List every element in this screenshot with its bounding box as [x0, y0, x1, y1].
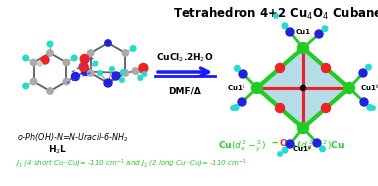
- Circle shape: [122, 70, 129, 76]
- Circle shape: [286, 28, 294, 36]
- Text: --: --: [272, 139, 279, 148]
- Circle shape: [23, 83, 29, 89]
- Text: DMF/Δ: DMF/Δ: [169, 86, 201, 95]
- Text: Cu$(d_x^{\,2}-\!_y^{\,2})$: Cu$(d_x^{\,2}-\!_y^{\,2})$: [218, 139, 266, 155]
- Circle shape: [360, 98, 368, 106]
- Text: Tetrahedron 4+2 Cu$_4$O$_4$ Cubane: Tetrahedron 4+2 Cu$_4$O$_4$ Cubane: [173, 6, 378, 22]
- Circle shape: [286, 140, 294, 148]
- Circle shape: [142, 72, 147, 76]
- Text: Cu1$^{ii}$: Cu1$^{ii}$: [361, 82, 378, 94]
- Circle shape: [71, 55, 77, 61]
- Circle shape: [138, 76, 143, 80]
- Text: H$_2$L: H$_2$L: [48, 143, 68, 155]
- Text: Cu1$^{iii}$: Cu1$^{iii}$: [293, 144, 314, 155]
- Circle shape: [366, 64, 371, 70]
- Circle shape: [274, 14, 278, 18]
- Circle shape: [120, 78, 124, 82]
- Circle shape: [276, 103, 285, 113]
- Text: Cu1: Cu1: [296, 28, 310, 34]
- Circle shape: [80, 54, 89, 63]
- Circle shape: [322, 26, 328, 32]
- Circle shape: [139, 63, 148, 73]
- Circle shape: [359, 69, 367, 77]
- Circle shape: [79, 62, 88, 71]
- Text: Cu1$^{i}$: Cu1$^{i}$: [227, 82, 245, 94]
- Circle shape: [320, 146, 325, 152]
- Circle shape: [313, 139, 321, 147]
- Circle shape: [132, 68, 138, 74]
- Circle shape: [98, 71, 102, 75]
- Circle shape: [87, 70, 94, 76]
- Circle shape: [239, 70, 247, 78]
- Text: CuCl$_2$.2H$_2$O: CuCl$_2$.2H$_2$O: [156, 52, 214, 64]
- Circle shape: [322, 63, 330, 73]
- Circle shape: [93, 61, 98, 66]
- Circle shape: [278, 152, 282, 156]
- Circle shape: [238, 98, 246, 106]
- Circle shape: [301, 86, 305, 91]
- Circle shape: [38, 62, 42, 66]
- Circle shape: [234, 65, 240, 71]
- Circle shape: [130, 46, 136, 51]
- Circle shape: [47, 41, 53, 47]
- Circle shape: [251, 83, 262, 94]
- Circle shape: [63, 59, 70, 66]
- Circle shape: [315, 30, 323, 38]
- Circle shape: [233, 105, 239, 110]
- Circle shape: [105, 80, 111, 86]
- Polygon shape: [257, 48, 349, 128]
- Circle shape: [121, 70, 125, 74]
- Circle shape: [81, 68, 90, 76]
- Text: O: O: [280, 139, 288, 148]
- Circle shape: [371, 106, 375, 110]
- Text: $o$-Ph(OH)-N=N-Uracil-6-NH$_2$: $o$-Ph(OH)-N=N-Uracil-6-NH$_2$: [17, 131, 129, 144]
- Circle shape: [23, 55, 29, 61]
- Circle shape: [63, 78, 70, 85]
- Circle shape: [47, 50, 53, 56]
- Circle shape: [112, 72, 120, 80]
- Circle shape: [71, 73, 79, 81]
- Circle shape: [87, 50, 94, 56]
- Circle shape: [122, 50, 129, 56]
- Circle shape: [105, 40, 111, 46]
- Text: $J_1$ (4 short Cu··Cu)= -110 cm$^{-1}$ and $J_2$ (2 long Cu··Cu)= -110 cm$^{-1}$: $J_1$ (4 short Cu··Cu)= -110 cm$^{-1}$ a…: [15, 158, 247, 170]
- Circle shape: [110, 67, 114, 71]
- Circle shape: [30, 78, 37, 85]
- Circle shape: [47, 88, 53, 94]
- Polygon shape: [257, 48, 349, 128]
- Circle shape: [282, 23, 288, 29]
- Circle shape: [30, 59, 37, 66]
- Circle shape: [344, 83, 355, 94]
- Circle shape: [297, 42, 308, 54]
- Circle shape: [231, 106, 235, 110]
- Text: --($ d_x^{\,2}-\!_y^{\,2})$Cu: --($ d_x^{\,2}-\!_y^{\,2})$Cu: [289, 139, 345, 155]
- Circle shape: [41, 56, 49, 64]
- Circle shape: [322, 103, 330, 113]
- Circle shape: [276, 63, 285, 73]
- Circle shape: [104, 79, 112, 87]
- Circle shape: [297, 123, 308, 134]
- Circle shape: [282, 147, 288, 153]
- Circle shape: [367, 105, 373, 110]
